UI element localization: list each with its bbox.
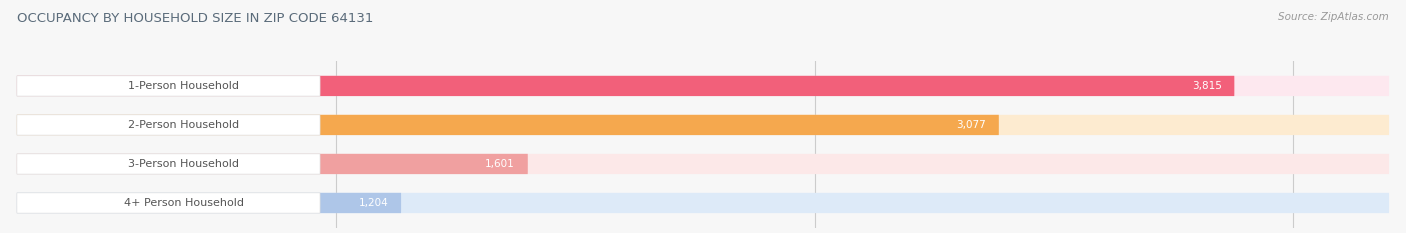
FancyBboxPatch shape xyxy=(17,154,527,174)
FancyBboxPatch shape xyxy=(17,76,1389,96)
Text: Source: ZipAtlas.com: Source: ZipAtlas.com xyxy=(1278,12,1389,22)
FancyBboxPatch shape xyxy=(17,76,321,96)
FancyBboxPatch shape xyxy=(17,193,321,213)
Text: 1-Person Household: 1-Person Household xyxy=(128,81,239,91)
FancyBboxPatch shape xyxy=(17,193,1389,213)
Text: 3,077: 3,077 xyxy=(956,120,986,130)
Text: 1,601: 1,601 xyxy=(485,159,515,169)
Text: 1,204: 1,204 xyxy=(359,198,388,208)
FancyBboxPatch shape xyxy=(17,76,1234,96)
FancyBboxPatch shape xyxy=(17,115,321,135)
FancyBboxPatch shape xyxy=(17,154,1389,174)
Text: 3,815: 3,815 xyxy=(1192,81,1222,91)
FancyBboxPatch shape xyxy=(17,115,998,135)
FancyBboxPatch shape xyxy=(17,193,401,213)
Text: 3-Person Household: 3-Person Household xyxy=(128,159,239,169)
Text: OCCUPANCY BY HOUSEHOLD SIZE IN ZIP CODE 64131: OCCUPANCY BY HOUSEHOLD SIZE IN ZIP CODE … xyxy=(17,12,373,25)
FancyBboxPatch shape xyxy=(17,154,321,174)
Text: 4+ Person Household: 4+ Person Household xyxy=(124,198,243,208)
FancyBboxPatch shape xyxy=(17,115,1389,135)
Text: 2-Person Household: 2-Person Household xyxy=(128,120,239,130)
